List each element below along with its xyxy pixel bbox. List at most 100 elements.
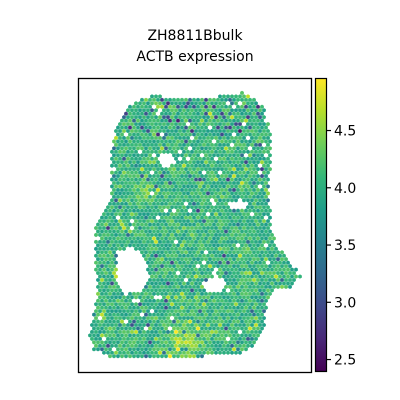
spot [222, 170, 226, 175]
spot [262, 246, 266, 251]
spot [126, 115, 130, 120]
spot [130, 302, 134, 307]
spot [144, 180, 148, 186]
spot [198, 184, 202, 189]
spot [244, 229, 248, 234]
spot [258, 288, 262, 293]
spot [256, 215, 260, 220]
spot [248, 194, 252, 199]
spot [196, 319, 200, 324]
spot [146, 260, 150, 265]
spot [106, 302, 110, 307]
spot [216, 347, 220, 352]
spot [190, 218, 194, 224]
spot [254, 302, 258, 307]
spot [166, 322, 170, 328]
spot [258, 198, 262, 203]
spot [196, 160, 200, 165]
spot [256, 111, 260, 116]
spot [280, 263, 284, 269]
spot [180, 222, 184, 227]
spot [152, 173, 156, 179]
spot [210, 218, 214, 224]
spot [180, 104, 184, 109]
spot [116, 284, 120, 290]
spot [128, 333, 132, 338]
spot [198, 135, 202, 141]
spot [176, 187, 180, 193]
spot [186, 170, 190, 175]
spot [126, 329, 130, 335]
spot [152, 263, 156, 269]
spot [284, 257, 288, 262]
spot [126, 108, 130, 113]
spot [172, 153, 176, 158]
spot [166, 239, 170, 245]
spot [108, 340, 112, 345]
spot [256, 201, 260, 206]
spot [212, 132, 216, 137]
spot [204, 270, 208, 276]
spot [250, 295, 254, 300]
spot [108, 291, 112, 296]
spot [144, 194, 148, 199]
spot [228, 222, 232, 227]
spot [248, 118, 252, 123]
spot [246, 267, 250, 272]
spot [150, 288, 154, 293]
spot [176, 180, 180, 186]
spot [144, 97, 148, 103]
spot [112, 257, 116, 262]
spot [184, 305, 188, 310]
spot [108, 312, 112, 317]
spot [128, 132, 132, 137]
spot [184, 291, 188, 296]
spot [278, 274, 282, 279]
spot [164, 201, 168, 206]
spot [254, 295, 258, 300]
spot [246, 253, 250, 258]
spot [206, 239, 210, 245]
spot [208, 187, 212, 193]
spot [168, 125, 172, 130]
spot [150, 239, 154, 245]
spot [126, 315, 130, 321]
spot [258, 295, 262, 300]
spot [184, 312, 188, 317]
spot [264, 277, 268, 283]
spot [184, 166, 188, 172]
spot [266, 239, 270, 245]
spot [210, 302, 214, 307]
spot [110, 253, 114, 258]
spot [202, 267, 206, 272]
spot [196, 354, 200, 359]
spot [134, 142, 138, 148]
spot [164, 146, 168, 151]
spot [100, 291, 104, 296]
spot [264, 208, 268, 213]
spot [120, 132, 124, 137]
spot [256, 257, 260, 262]
spot [156, 125, 160, 130]
spot [268, 257, 272, 262]
spot [246, 343, 250, 348]
spot [100, 257, 104, 262]
spot [114, 350, 118, 355]
spot [106, 274, 110, 279]
spot [146, 115, 150, 120]
spot [104, 243, 108, 248]
spot [94, 336, 98, 342]
spot [232, 270, 236, 276]
spot [236, 104, 240, 109]
spot [118, 170, 122, 175]
spot [252, 153, 256, 158]
spot [260, 125, 264, 130]
spot [98, 309, 102, 314]
spot [228, 305, 232, 310]
spot [134, 302, 138, 307]
spot [114, 198, 118, 203]
spot [118, 309, 122, 314]
spot [238, 260, 242, 265]
spot [224, 340, 228, 345]
spot [272, 263, 276, 269]
